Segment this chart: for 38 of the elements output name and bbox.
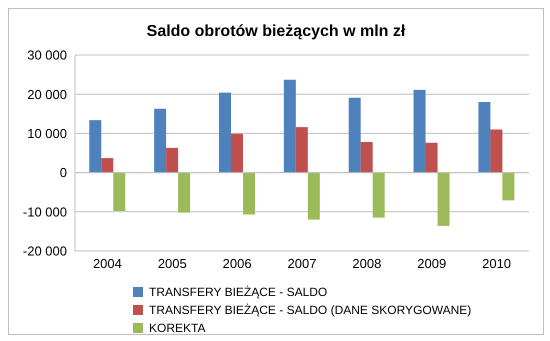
y-tick-label: -10 000 xyxy=(22,204,67,220)
bar xyxy=(502,172,514,200)
bar xyxy=(154,108,166,173)
y-tick-label: 30 000 xyxy=(27,48,67,63)
legend-label: TRANSFERY BIEŻĄCE - SALDO xyxy=(149,284,328,301)
legend-label: KOREKTA xyxy=(149,320,206,337)
bar xyxy=(89,120,102,173)
x-tick-label: 2009 xyxy=(417,256,446,272)
x-tick-label: 2008 xyxy=(352,256,382,272)
bar xyxy=(490,129,502,173)
bar xyxy=(166,148,178,173)
x-tick-label: 2004 xyxy=(92,256,122,272)
y-tick-label: 10 000 xyxy=(27,126,67,142)
bar xyxy=(308,172,320,220)
bar xyxy=(348,98,361,173)
bar xyxy=(296,127,308,173)
bar xyxy=(372,172,385,218)
bar xyxy=(113,172,126,212)
bar xyxy=(101,158,114,173)
bar xyxy=(230,134,243,173)
bar xyxy=(438,172,450,226)
chart-title: Saldo obrotów bieżących w mln zł xyxy=(146,23,406,42)
bar xyxy=(242,172,255,215)
x-tick-label: 2006 xyxy=(222,256,252,272)
y-tick-label: 0 xyxy=(60,165,67,180)
bar xyxy=(284,80,296,173)
x-tick-label: 2005 xyxy=(158,256,187,272)
bar xyxy=(478,102,490,173)
bar xyxy=(360,142,373,173)
x-tick-label: 2007 xyxy=(288,256,316,272)
legend-label: TRANSFERY BIEŻĄCE - SALDO (DANE SKORYGOWANE) xyxy=(149,302,472,319)
bar xyxy=(218,92,231,173)
bar xyxy=(426,142,438,173)
bar xyxy=(414,90,426,173)
bar xyxy=(178,172,190,213)
y-tick-label: -20 000 xyxy=(22,244,67,259)
x-tick-label: 2010 xyxy=(482,256,512,272)
y-tick-label: 20 000 xyxy=(27,86,67,102)
